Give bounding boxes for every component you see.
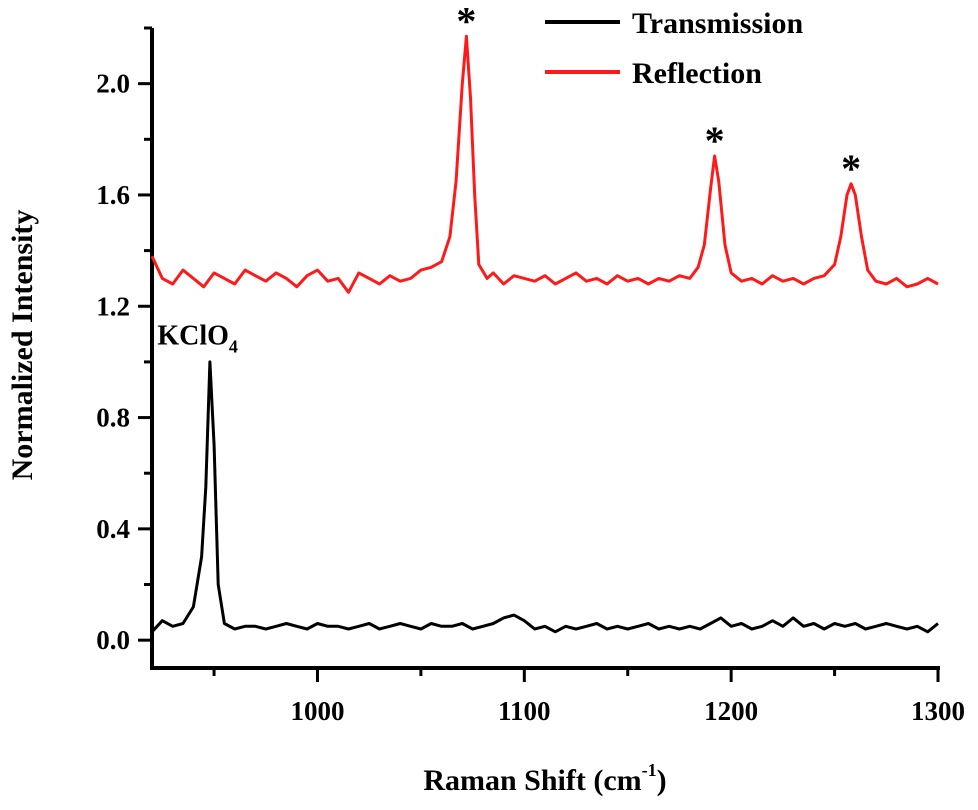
- y-tick-label: 1.2: [96, 291, 130, 321]
- x-axis-label: Raman Shift (cm-1): [423, 760, 666, 797]
- y-tick-label: 0.4: [96, 514, 130, 544]
- peak-asterisk: *: [705, 118, 725, 163]
- x-tick-label: 1000: [290, 696, 344, 726]
- y-tick-label: 1.6: [96, 180, 130, 210]
- series-line-reflection: [150, 34, 939, 294]
- series-layer: [150, 34, 939, 634]
- y-tick-label: 2.0: [96, 69, 130, 99]
- legend-label-transmission: Transmission: [632, 7, 803, 40]
- peak-asterisk: *: [841, 146, 861, 191]
- x-axis-label-sup: -1: [642, 760, 657, 780]
- annotations: KClO4 * * *: [157, 0, 861, 356]
- x-tick-label: 1200: [704, 696, 758, 726]
- x-tick-label: 1300: [911, 696, 965, 726]
- y-axis-label: Normalized Intensity: [6, 210, 39, 481]
- x-axis-label-main: Raman Shift (cm: [423, 764, 641, 797]
- x-axis-label-close: ): [657, 764, 667, 797]
- y-tick-label: 0.0: [96, 625, 130, 655]
- annotation-kclo4: KClO4: [157, 320, 238, 356]
- annotation-subscript: 4: [229, 336, 238, 356]
- axes: 1000 1100 1200 1300 0.0 0.4 0.8 1.2 1.6 2.0: [96, 26, 965, 726]
- peak-asterisk: *: [456, 0, 476, 43]
- legend: Transmission Reflection: [545, 7, 803, 90]
- x-tick-label: 1100: [498, 696, 551, 726]
- series-line-transmission: [150, 360, 939, 634]
- legend-label-reflection: Reflection: [632, 57, 762, 90]
- y-tick-label: 0.8: [96, 403, 130, 433]
- annotation-text: KClO: [157, 320, 229, 351]
